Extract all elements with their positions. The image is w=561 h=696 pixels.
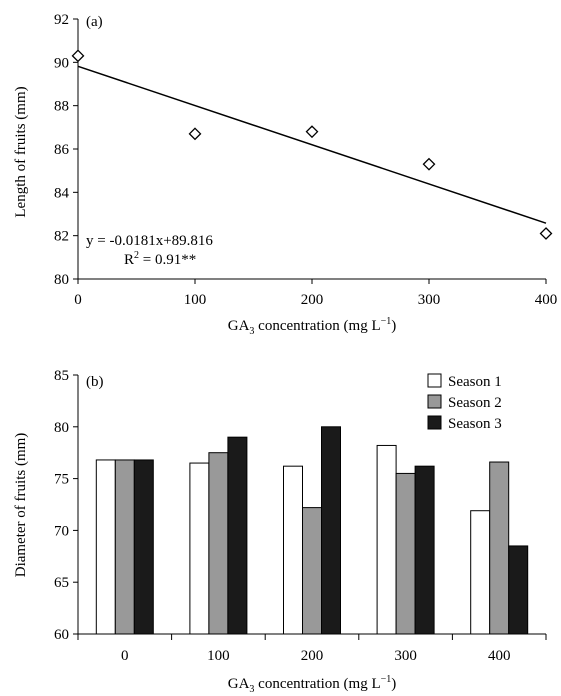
panel-b-bar: [283, 465, 303, 635]
panel-b-x-tick-label: 400: [488, 648, 511, 664]
panel-a-label: (a): [86, 14, 103, 30]
panel-a-x-tick-label: 300: [418, 292, 441, 308]
panel-b-label: (b): [86, 374, 104, 390]
panel-b-bar: [189, 462, 210, 635]
panel-b-bars: [95, 426, 529, 635]
panel-b-x-axis-title: GA3 concentration (mg L−1): [228, 674, 397, 695]
panel-a-length-chart: (a) 80 82 84 86 88 90 92 0 100 200 300 400 y = -0.…: [13, 12, 557, 337]
panel-a-x-tick-label: 200: [301, 292, 324, 308]
panel-a-y-tick-label: 88: [54, 99, 69, 115]
panel-b-bar: [321, 426, 341, 635]
panel-b-y-tick-label: 65: [54, 575, 69, 591]
panel-a-y-tick-label: 80: [54, 272, 69, 288]
panel-b-bar: [208, 452, 229, 635]
panel-b-y-tick-label: 70: [54, 523, 69, 539]
panel-b-legend-label: Season 3: [448, 416, 502, 432]
panel-b-x-tick-label: 300: [394, 648, 417, 664]
panel-a-data-point: [188, 127, 202, 141]
panel-a-y-axis-title: Length of fruits (mm): [13, 86, 29, 217]
panel-b-x-tick-label: 100: [207, 648, 230, 664]
panel-a-x-ticks: 0 100 200 300 400: [74, 279, 557, 308]
panel-b-legend-swatch: [427, 394, 442, 409]
panel-a-data-point: [539, 227, 553, 240]
panel-a-trendline-line: [77, 65, 547, 224]
panel-b-y-axis-title: Diameter of fruits (mm): [13, 433, 29, 578]
panel-b-bar: [395, 472, 416, 635]
panel-b-legend-label: Season 1: [448, 374, 502, 390]
panel-a-y-tick-label: 84: [54, 185, 70, 201]
panel-b-bar: [133, 459, 154, 635]
panel-b-bar: [114, 459, 135, 635]
panel-a-data-point: [71, 49, 85, 63]
panel-a-r-squared: R2 = 0.91**: [124, 250, 196, 268]
panel-a-data-point: [422, 157, 436, 171]
panel-a-x-tick-label: 400: [535, 292, 558, 308]
panel-b-bar: [376, 444, 397, 635]
panel-b-y-tick-label: 60: [54, 627, 69, 643]
panel-a-data-point: [305, 125, 319, 139]
panel-b-bar: [489, 461, 510, 635]
panel-b-bar: [508, 545, 529, 635]
panel-a-trendline: [77, 65, 547, 224]
panel-b-legend-swatch: [427, 373, 442, 388]
panel-a-y-tick-label: 92: [54, 12, 69, 28]
panel-b-y-tick-label: 85: [54, 368, 69, 384]
panel-a-x-tick-label: 100: [184, 292, 207, 308]
panel-b-legend: Season 1 Season 2 Season 3: [427, 373, 502, 432]
panel-a-y-ticks: 80 82 84 86 88 90 92: [54, 12, 78, 288]
panel-a-x-axis-title: GA3 concentration (mg L−1): [228, 316, 397, 337]
panel-b-legend-swatch: [427, 415, 442, 430]
panel-b-bar: [227, 436, 248, 635]
panel-b-x-tick-label: 200: [301, 648, 324, 664]
panel-b-legend-label: Season 2: [448, 395, 502, 411]
panel-b-bar: [302, 507, 322, 635]
panel-b-x-ticks: 0 100 200 300 400: [77, 634, 547, 664]
panel-b-bar: [95, 459, 116, 635]
panel-b-y-tick-label: 75: [54, 472, 69, 488]
panel-a-points: [71, 49, 553, 240]
panel-a-y-tick-label: 90: [54, 55, 69, 71]
panel-a-equation: y = -0.0181x+89.816: [86, 233, 213, 249]
panel-b-x-tick-label: 0: [121, 648, 129, 664]
panel-b-y-ticks: 60 65 70 75 80 85: [54, 368, 78, 643]
panel-a-y-tick-label: 86: [54, 142, 70, 158]
panel-b-y-tick-label: 80: [54, 420, 69, 436]
panel-a-x-tick-label: 0: [74, 292, 82, 308]
panel-b-bar: [414, 465, 435, 635]
panel-a-y-tick-label: 82: [54, 229, 69, 245]
panel-b-bar: [470, 510, 491, 635]
